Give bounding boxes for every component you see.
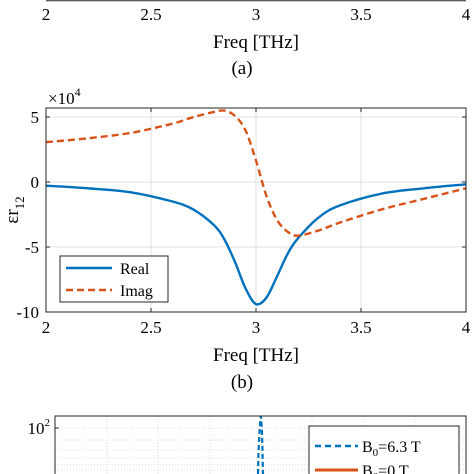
panel-a-x-tick-label: 3 — [252, 5, 261, 24]
legend-label-b0-sub: 0 — [373, 471, 379, 474]
legend-label-b63-suffix: =6.3 T — [378, 439, 421, 456]
panel-b-series-group — [45, 109, 467, 306]
panel-c-axes — [54, 415, 467, 474]
legend-label-b63-sub: 0 — [373, 447, 379, 459]
legend-label-real: Real — [120, 261, 150, 278]
legend-label-b63: B0=6.3 T — [362, 439, 421, 459]
panel-b-x-tick-label: 4 — [462, 318, 471, 337]
panel-b-y-multiplier: ×104 — [48, 85, 81, 108]
series-line-real — [45, 183, 467, 306]
panel-a-x-ticks: 2 2.5 3 3.5 4 — [42, 5, 471, 24]
panel-c-legend-box — [308, 425, 460, 474]
panel-b-ylabel: εr12 — [2, 196, 27, 223]
legend-label-b0-prefix: B — [362, 463, 373, 474]
panel-b-y-tick-label: 0 — [31, 173, 40, 192]
panel-b-ylabel-main: εr — [2, 209, 23, 224]
legend-label-b63-prefix: B — [362, 439, 373, 456]
panel-b-y-tick-label: -5 — [25, 238, 39, 257]
panel-a-x-tick-label: 2 — [42, 5, 51, 24]
panel-b-tick-marks — [46, 108, 466, 312]
panel-b-legend: Real Imag — [59, 255, 169, 303]
panel-a-x-tick-label: 2.5 — [140, 5, 161, 24]
panel-b-grid — [46, 108, 466, 312]
panel-a-x-tick-label: 4 — [462, 5, 471, 24]
panel-b-x-ticks: 2 2.5 3 3.5 4 — [42, 318, 471, 337]
legend-label-b0-suffix: =0 T — [378, 463, 409, 474]
panel-b-x-tick-label: 3.5 — [350, 318, 371, 337]
panel-b-y-multiplier-base: ×10 — [48, 89, 75, 108]
panel-b-legend-box — [59, 255, 169, 303]
panel-c-legend: B0=6.3 T B0=0 T — [308, 425, 460, 474]
panel-b-x-tick-label: 2 — [42, 318, 51, 337]
panel-b-y-tick-label: -10 — [16, 303, 39, 322]
panel-b-y-multiplier-exp: 4 — [75, 85, 81, 99]
panel-b-ylabel-sub: 12 — [12, 196, 27, 209]
panel-c-series-b63 — [256, 415, 265, 474]
panel-c-y-tick-base: 10 — [28, 419, 45, 438]
panel-c-y-tick-label: 102 — [28, 417, 51, 438]
panel-a: 2 2.5 3 3.5 4 Freq [THz] (a) — [42, 0, 471, 79]
series-line-imag — [45, 109, 467, 237]
panel-c: 102 B0=6.3 T B0=0 T — [28, 415, 467, 474]
panel-b-caption: (b) — [231, 372, 253, 393]
panel-b-x-tick-label: 3 — [252, 318, 261, 337]
panel-b-xlabel: Freq [THz] — [213, 345, 299, 366]
legend-label-imag: Imag — [120, 283, 153, 300]
panel-b-x-tick-label: 2.5 — [140, 318, 161, 337]
panel-b: 5 0 -5 -10 2 2.5 3 3.5 4 ×104 εr12 Freq … — [2, 85, 471, 393]
panel-b-y-ticks: 5 0 -5 -10 — [16, 108, 39, 322]
legend-label-b0: B0=0 T — [362, 463, 409, 474]
panel-a-x-tick-label: 3.5 — [350, 5, 371, 24]
panel-a-caption: (a) — [231, 58, 252, 79]
panel-b-y-tick-label: 5 — [31, 108, 40, 127]
panel-a-xlabel: Freq [THz] — [213, 32, 299, 53]
panel-c-y-tick-exp: 2 — [45, 417, 51, 429]
